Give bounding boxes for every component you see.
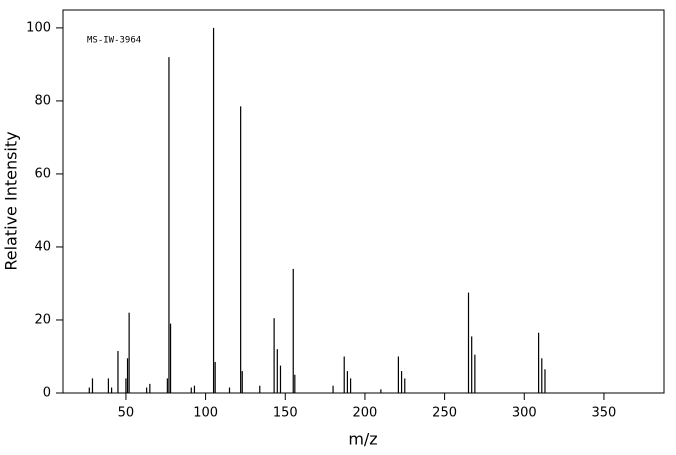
x-tick-label: 100 [193,406,218,421]
y-tick-label: 0 [43,386,51,401]
x-tick-label: 250 [432,406,457,421]
x-tick-label: 350 [592,406,617,421]
x-tick-label: 150 [273,406,298,421]
y-tick-label: 100 [26,20,51,35]
plot-frame [62,9,665,394]
y-tick-label: 80 [34,93,51,108]
x-tick-label: 300 [512,406,537,421]
y-axis-label: Relative Intensity [2,131,21,270]
x-tick-label: 200 [353,406,378,421]
y-tick-label: 40 [34,239,51,254]
annotation: MS-IW-3964 [87,36,141,46]
x-axis-label: m/z [348,430,377,449]
y-tick-label: 60 [34,166,51,181]
y-tick-label: 20 [34,312,51,327]
x-tick-label: 50 [118,406,135,421]
